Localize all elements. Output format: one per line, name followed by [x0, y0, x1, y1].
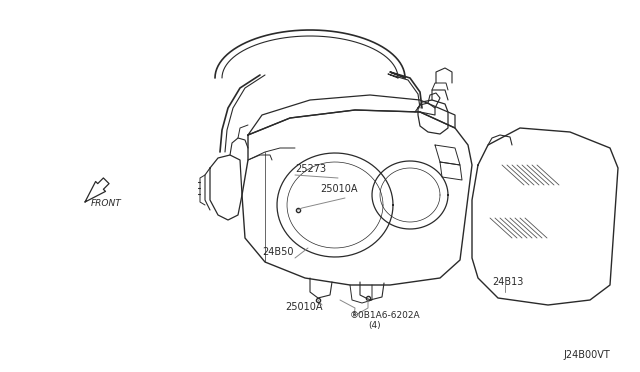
Text: ®0B1A6-6202A: ®0B1A6-6202A — [350, 311, 420, 320]
Text: 25010A: 25010A — [320, 184, 358, 194]
Text: 25010A: 25010A — [285, 302, 323, 312]
Text: (4): (4) — [368, 321, 381, 330]
Text: 25273: 25273 — [295, 164, 326, 174]
Text: J24B00VT: J24B00VT — [563, 350, 610, 360]
Text: FRONT: FRONT — [91, 199, 122, 208]
Text: 24B50: 24B50 — [262, 247, 294, 257]
Text: 24B13: 24B13 — [492, 277, 524, 287]
